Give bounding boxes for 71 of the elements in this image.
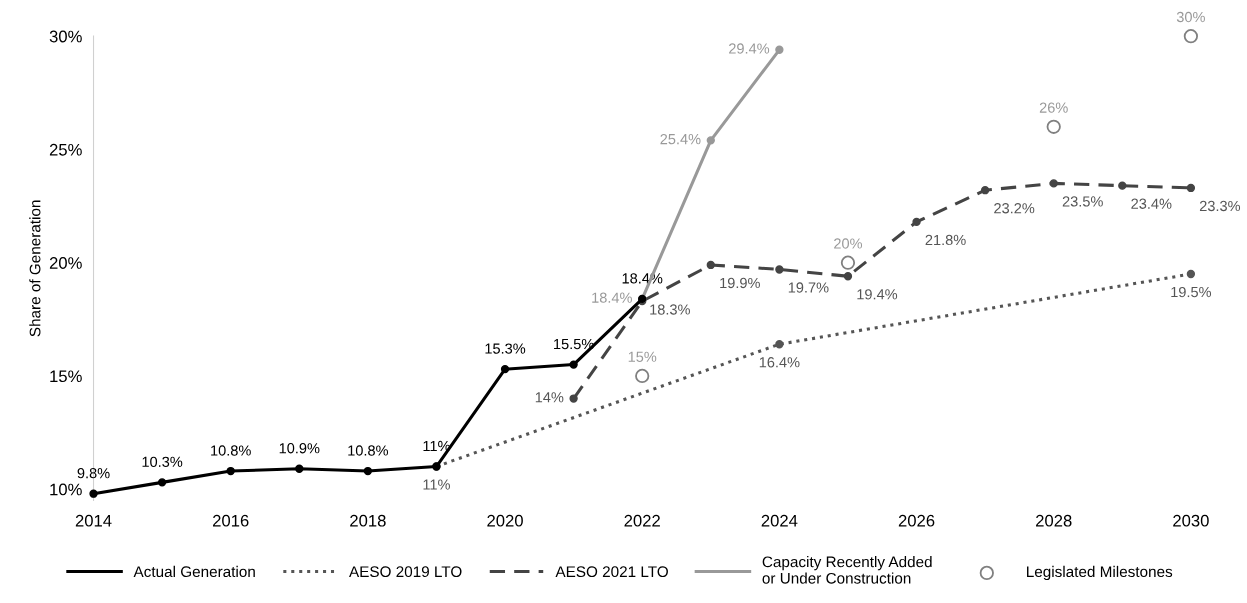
data-label: 30% — [1176, 11, 1205, 23]
data-label: 10.9% — [279, 443, 320, 454]
data-label: 26% — [1039, 102, 1068, 113]
point — [775, 265, 784, 274]
x-tick-label: 2022 — [624, 514, 660, 527]
point — [1046, 119, 1061, 134]
legend-label: AESO 2019 LTO — [349, 566, 462, 578]
point — [840, 255, 856, 270]
point — [980, 186, 990, 195]
y-tick-label: 30% — [49, 30, 82, 43]
point — [706, 136, 715, 145]
point — [1049, 179, 1058, 188]
x-tick-label: 2024 — [761, 514, 798, 527]
y-tick-label: 20% — [49, 257, 82, 269]
point — [569, 360, 578, 369]
data-label: 18.4% — [622, 273, 663, 284]
y-tick-label: 25% — [49, 143, 82, 156]
data-label: 23.2% — [994, 203, 1035, 214]
legend-label: Capacity Recently Added or Under Construction — [762, 556, 932, 584]
data-label: 19.9% — [720, 277, 760, 289]
y-tick-label: 15% — [50, 370, 82, 383]
data-label: 15% — [628, 351, 657, 362]
point — [912, 217, 921, 227]
point — [1186, 183, 1196, 193]
data-label: 23.5% — [1062, 196, 1103, 207]
data-label: 14% — [535, 392, 564, 403]
x-tick-label: 2030 — [1173, 514, 1209, 527]
x-tick-label: 2020 — [487, 514, 523, 527]
data-label: 23.4% — [1131, 198, 1172, 209]
x-tick-label: 2026 — [898, 514, 935, 527]
x-tick-label: 2014 — [75, 514, 112, 527]
point — [500, 364, 510, 374]
point — [569, 394, 578, 403]
data-label: 23.3% — [1199, 200, 1241, 212]
y-axis-title: Share of Generation — [29, 200, 41, 337]
y-tick-label: 10% — [50, 483, 82, 496]
point — [89, 489, 98, 498]
point — [775, 45, 784, 54]
data-label: 19.5% — [1171, 286, 1212, 298]
point — [843, 272, 853, 281]
point — [363, 466, 373, 476]
data-label: 18.4% — [592, 292, 632, 303]
point — [1186, 269, 1196, 279]
legend-label: AESO 2021 LTO — [555, 566, 668, 578]
data-label: 18.3% — [650, 304, 690, 315]
point — [1118, 181, 1127, 190]
data-label: 20% — [834, 238, 863, 249]
data-label: 11% — [423, 479, 450, 490]
data-label: 19.7% — [788, 282, 829, 293]
point — [295, 464, 304, 473]
data-label: 10.8% — [211, 445, 251, 456]
data-label: 29.4% — [729, 43, 770, 54]
legend-label: Legislated Milestones — [1027, 565, 1173, 581]
point — [775, 340, 784, 349]
data-label: 15.3% — [485, 343, 526, 354]
point — [157, 478, 167, 487]
point — [1183, 29, 1199, 44]
legend-label: Actual Generation — [133, 565, 255, 578]
data-label: 10.8% — [348, 445, 389, 456]
data-label: 21.8% — [925, 234, 966, 246]
x-tick-label: 2016 — [213, 514, 249, 527]
data-label: 25.4% — [660, 133, 701, 145]
point — [706, 260, 715, 270]
x-tick-label: 2018 — [350, 514, 386, 527]
data-label: 16.4% — [759, 357, 800, 368]
point — [226, 466, 235, 476]
x-tick-label: 2028 — [1036, 514, 1072, 527]
data-label: 10.3% — [142, 456, 183, 467]
point — [635, 368, 650, 384]
data-label: 9.8% — [77, 467, 110, 479]
data-label: 19.4% — [857, 289, 898, 300]
